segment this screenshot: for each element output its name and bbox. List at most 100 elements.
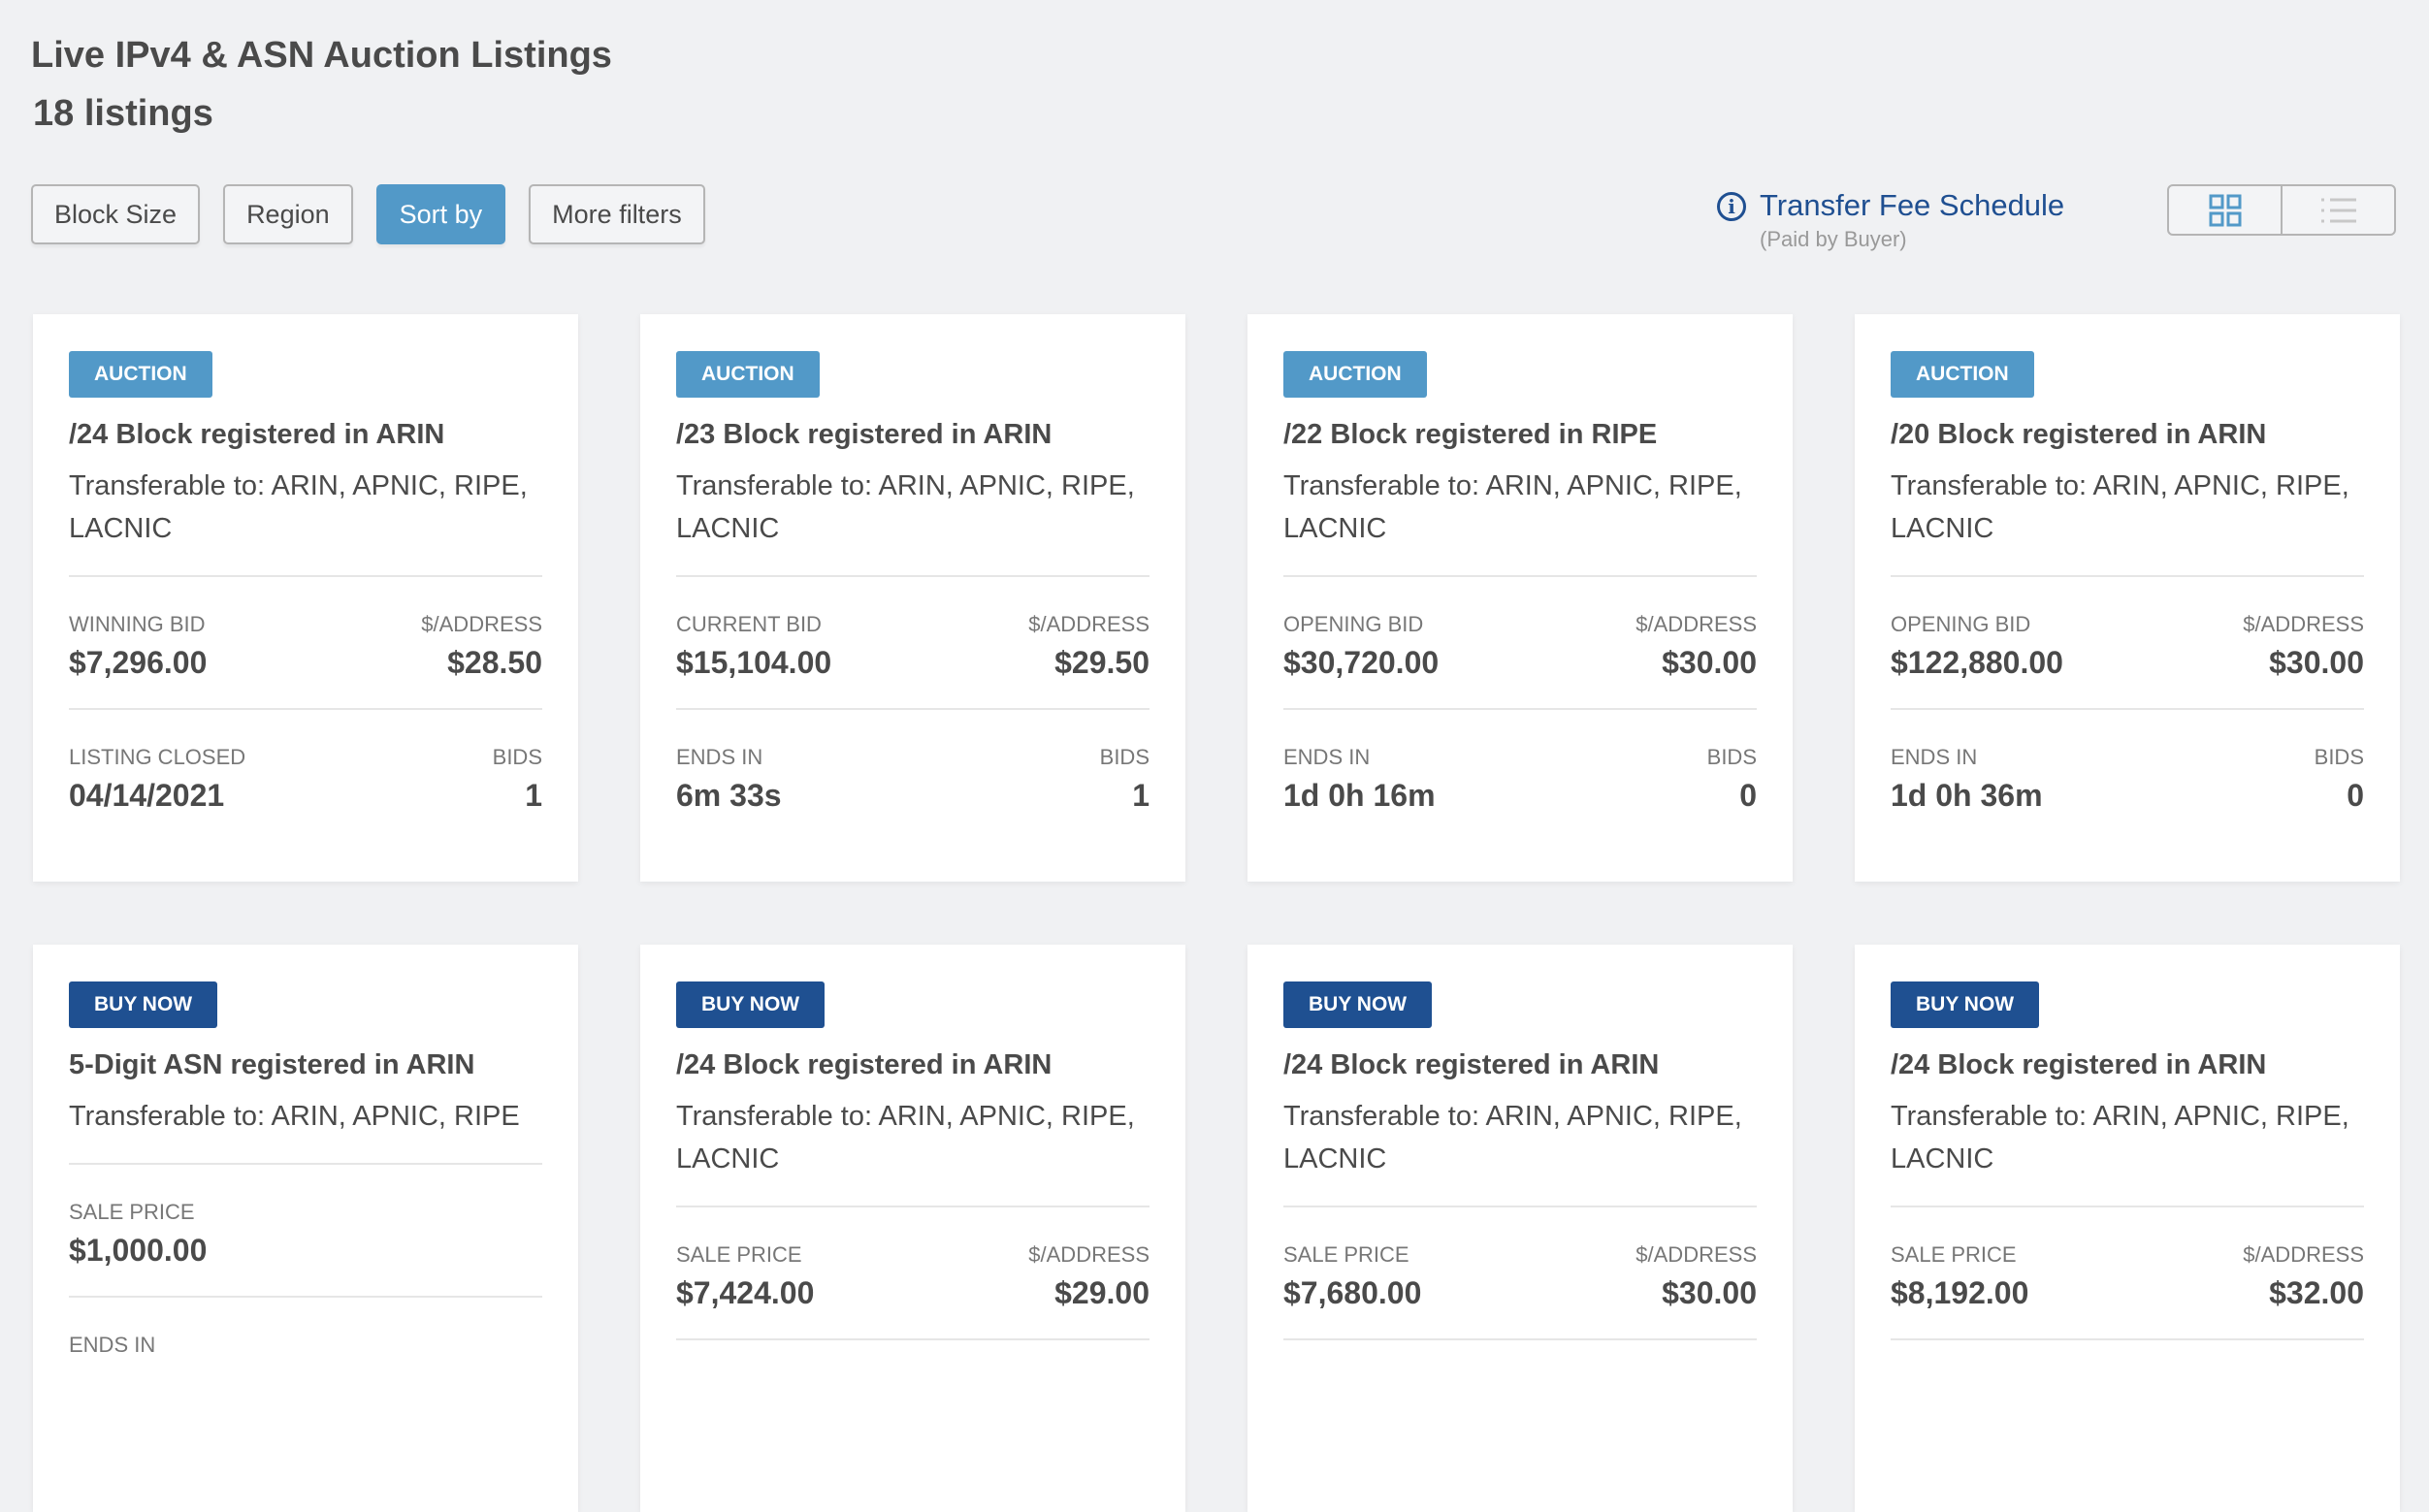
auction-badge: AUCTION (1891, 351, 2034, 398)
per-address-label: $/ADDRESS (1636, 1242, 1757, 1267)
status-stat: ENDS IN (69, 1333, 155, 1358)
per-address-value: $29.50 (1054, 645, 1150, 680)
listing-card[interactable]: AUCTION/20 Block registered in ARIN Trans… (1855, 314, 2400, 882)
divider (676, 575, 1150, 577)
per-address-label: $/ADDRESS (2243, 1242, 2364, 1267)
per-address-stat: $/ADDRESS $29.50 (1028, 612, 1150, 681)
listing-card[interactable]: BUY NOW 5-Digit ASN registered in ARIN Tra… (33, 945, 578, 1512)
listing-title[interactable]: 5-Digit ASN registered in ARIN (69, 1049, 475, 1080)
status-row: ENDS IN 1d 0h 36m BIDS 0 (1891, 745, 2364, 814)
filter-more-filters-button[interactable]: More filters (529, 184, 705, 244)
filter-region-button[interactable]: Region (223, 184, 353, 244)
per-address-value: $30.00 (1662, 645, 1757, 680)
listing-title[interactable]: /20 Block registered in ARIN (1891, 419, 2267, 450)
per-address-value: $30.00 (1662, 1275, 1757, 1310)
listing-card[interactable]: BUY NOW/24 Block registered in ARIN Trans… (1247, 945, 1793, 1512)
status-stat: ENDS IN 1d 0h 16m (1283, 745, 1436, 814)
status-value: 1d 0h 36m (1891, 778, 2043, 813)
divider (1891, 1206, 2364, 1207)
transferable-to: Transferable to: ARIN, APNIC, RIPE (69, 1101, 520, 1132)
listing-title[interactable]: /24 Block registered in ARIN (1283, 1049, 1660, 1080)
status-stat: ENDS IN 6m 33s (676, 745, 782, 814)
status-row: LISTING CLOSED 04/14/2021 BIDS 1 (69, 745, 542, 814)
price-value: $30,720.00 (1283, 645, 1440, 680)
listing-card[interactable]: AUCTION/24 Block registered in ARIN Trans… (33, 314, 578, 882)
per-address-label: $/ADDRESS (1028, 1242, 1150, 1267)
filter-block-size-button[interactable]: Block Size (31, 184, 201, 244)
bids-count: 0 (1739, 778, 1757, 813)
price-value: $7,680.00 (1283, 1275, 1422, 1310)
listing-title[interactable]: /24 Block registered in ARIN (676, 1049, 1053, 1080)
transfer-fee-schedule-link[interactable]: Transfer Fee Schedule (1760, 188, 2065, 222)
transferable-to: Transferable to: ARIN, APNIC, RIPE, LACN… (676, 1101, 1135, 1174)
info-icon[interactable]: i (1717, 192, 1746, 221)
filter-sort-by-button[interactable]: Sort by (375, 184, 506, 244)
bids-count: 1 (525, 778, 542, 813)
price-row: SALE PRICE $7,680.00 $/ADDRESS $30.00 (1283, 1242, 1757, 1311)
status-stat: ENDS IN 1d 0h 36m (1891, 745, 2043, 814)
per-address-stat: $/ADDRESS $30.00 (1636, 612, 1757, 681)
price-label: SALE PRICE (69, 1200, 195, 1224)
list-view-button[interactable] (2283, 186, 2394, 234)
status-value: 6m 33s (676, 778, 782, 813)
grid-view-button[interactable] (2169, 186, 2283, 234)
bids-label: BIDS (2314, 745, 2364, 769)
price-value: $122,880.00 (1891, 645, 2063, 680)
bids-stat: BIDS 1 (1100, 745, 1150, 814)
per-address-stat: $/ADDRESS $29.00 (1028, 1242, 1150, 1311)
price-label: SALE PRICE (1283, 1242, 1409, 1267)
listing-title[interactable]: /22 Block registered in RIPE (1283, 419, 1658, 450)
status-label: ENDS IN (1891, 745, 1978, 769)
buy-now-badge: BUY NOW (69, 981, 218, 1028)
divider (69, 1163, 542, 1165)
listing-title[interactable]: /23 Block registered in ARIN (676, 419, 1053, 450)
per-address-value: $28.50 (447, 645, 542, 680)
price-row: SALE PRICE $8,192.00 $/ADDRESS $32.00 (1891, 1242, 2364, 1311)
view-toggle (2167, 184, 2396, 236)
price-row: CURRENT BID $15,104.00 $/ADDRESS $29.50 (676, 612, 1150, 681)
divider (1283, 1206, 1757, 1207)
price-label: SALE PRICE (1891, 1242, 2017, 1267)
per-address-stat: $/ADDRESS $30.00 (2243, 612, 2364, 681)
price-label: SALE PRICE (676, 1242, 802, 1267)
fee-note: (Paid by Buyer) (1760, 227, 1907, 251)
status-value: 04/14/2021 (69, 778, 225, 813)
listing-title[interactable]: /24 Block registered in ARIN (69, 419, 445, 450)
per-address-value: $30.00 (2269, 645, 2364, 680)
per-address-label: $/ADDRESS (2243, 612, 2364, 636)
list-view-icon (2320, 198, 2356, 222)
price-label: WINNING BID (69, 612, 206, 636)
page-title: Live IPv4 & ASN Auction Listings (31, 35, 612, 76)
listing-card[interactable]: AUCTION/22 Block registered in RIPE Trans… (1247, 314, 1793, 882)
listing-grid: AUCTION/24 Block registered in ARIN Trans… (33, 314, 2400, 1512)
price-row: WINNING BID $7,296.00 $/ADDRESS $28.50 (69, 612, 542, 681)
price-value: $7,296.00 (69, 645, 208, 680)
bids-count: 0 (2347, 778, 2364, 813)
price-stat: OPENING BID $122,880.00 (1891, 612, 2063, 681)
price-stat: WINNING BID $7,296.00 (69, 612, 207, 681)
bids-label: BIDS (492, 745, 542, 769)
status-row: ENDS IN 1d 0h 16m BIDS 0 (1283, 745, 1757, 814)
filter-bar: Block Size Region Sort by More filters (31, 184, 705, 244)
price-value: $7,424.00 (676, 1275, 815, 1310)
transferable-to: Transferable to: ARIN, APNIC, RIPE, LACN… (1891, 470, 2349, 544)
listing-card[interactable]: BUY NOW/24 Block registered in ARIN Trans… (640, 945, 1185, 1512)
status-row: ENDS IN (69, 1333, 542, 1358)
listing-title[interactable]: /24 Block registered in ARIN (1891, 1049, 2267, 1080)
price-row: SALE PRICE $7,424.00 $/ADDRESS $29.00 (676, 1242, 1150, 1311)
divider (1283, 575, 1757, 577)
price-value: $8,192.00 (1891, 1275, 2029, 1310)
status-label: ENDS IN (1283, 745, 1371, 769)
transferable-to: Transferable to: ARIN, APNIC, RIPE, LACN… (1283, 1101, 1742, 1174)
transferable-to: Transferable to: ARIN, APNIC, RIPE, LACN… (69, 470, 528, 544)
price-stat: SALE PRICE $7,680.00 (1283, 1242, 1421, 1311)
per-address-label: $/ADDRESS (1636, 612, 1757, 636)
listing-card[interactable]: AUCTION/23 Block registered in ARIN Trans… (640, 314, 1185, 882)
listing-card[interactable]: BUY NOW/24 Block registered in ARIN Trans… (1855, 945, 2400, 1512)
per-address-stat: $/ADDRESS $30.00 (1636, 1242, 1757, 1311)
status-row: ENDS IN 6m 33s BIDS 1 (676, 745, 1150, 814)
transferable-to: Transferable to: ARIN, APNIC, RIPE, LACN… (676, 470, 1135, 544)
status-label: ENDS IN (676, 745, 763, 769)
divider (1891, 575, 2364, 577)
divider (1891, 1338, 2364, 1340)
